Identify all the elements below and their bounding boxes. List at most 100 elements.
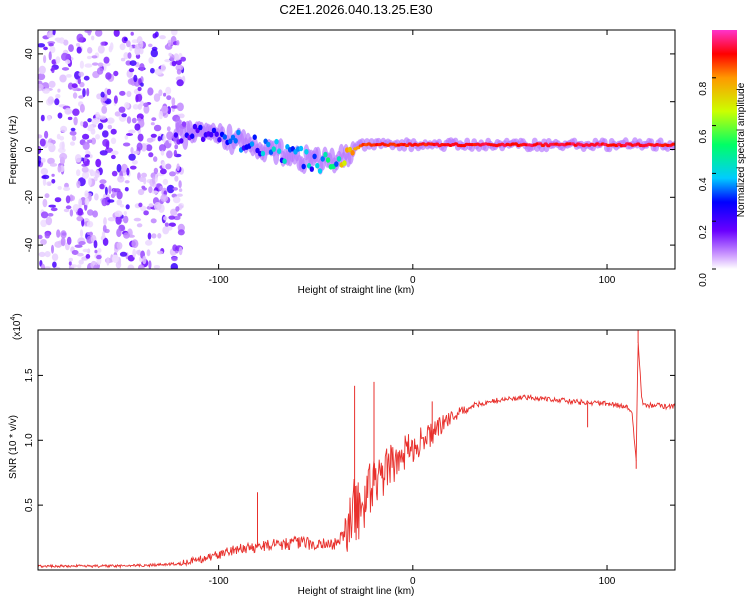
spectrogram-noise-blob [38,146,41,150]
spectrogram-noise-blob [82,121,89,128]
spectrogram-noise-blob [86,221,94,228]
spectrogram-noise-blob [42,177,47,186]
spectrogram-ridge-blob [214,131,219,137]
spectrogram-noise-blob [95,158,102,168]
spectrogram-noise-blob [165,86,172,95]
spectrogram-noise-blob [136,36,143,45]
spectrogram-x-tick-label: 100 [599,275,616,286]
spectrogram-noise-blob [99,183,105,190]
spectrogram-ridge-blob [298,145,304,152]
spectrogram-noise-blob [176,40,180,46]
spectrogram-noise-blob [116,228,122,238]
spectrogram-noise-blob [106,117,115,124]
spectrogram-noise-blob [151,117,157,122]
spectrogram-noise-blob [123,211,128,216]
spectrogram-noise-blob [116,242,123,250]
spectrogram-noise-blob [102,139,110,147]
spectrogram-noise-blob [132,248,137,258]
snr-y-tick-label: 1.5 [24,368,35,382]
spectrogram-noise-blob [116,199,123,206]
spectrogram-noise-blob [74,154,82,163]
spectrogram-noise-blob [95,134,101,140]
spectrogram-halo [226,123,233,140]
spectrogram-noise-blob [113,95,118,104]
spectrogram-noise-blob [70,264,78,268]
spectrogram-noise-blob [40,211,49,219]
spectrogram-noise-blob [162,134,167,144]
spectrogram-noise-blob [99,179,107,184]
spectrogram-noise-blob [167,39,171,47]
spectrogram-noise-blob [73,116,78,126]
spectrogram-noise-blob [134,44,141,50]
spectrogram-noise-blob [40,219,48,228]
spectrogram-noise-blob [108,185,112,195]
spectrogram-noise-blob [82,142,90,150]
spectrogram-noise-blob [148,186,153,194]
spectrogram-noise-blob [82,248,89,253]
spectrogram-noise-blob [70,141,75,146]
spectrogram-noise-blob [77,77,82,85]
spectrogram-ridge-blob [222,134,227,140]
colorbar-tick-label: 0.2 [698,225,709,239]
spectrogram-noise-blob [143,210,149,216]
spectrogram-noise-blob [117,175,125,183]
spectrogram-noise-blob [127,52,132,59]
spectrogram-noise-blob [142,255,147,265]
spectrogram-ridge-blob [233,138,238,144]
spectrogram-noise-blob [94,193,99,201]
spectrogram-ridge-blob [317,168,323,174]
spectrogram-noise-blob [131,239,139,249]
spectrogram-noise-blob [136,117,142,122]
spectrogram-noise-blob [47,213,54,217]
spectrogram-noise-blob [77,252,84,257]
spectrogram-x-tick-label: -100 [209,275,229,286]
spectrogram-noise-blob [140,82,144,87]
spectrogram-ridge-blob [228,138,233,144]
spectrogram-noise-blob [169,171,176,177]
spectrogram-noise-blob [168,215,176,220]
spectrogram-ridge-blob [271,146,276,152]
spectrogram-noise-blob [153,202,162,211]
spectrogram-noise-blob [64,107,72,115]
spectrogram-noise-blob [124,37,128,42]
spectrogram-noise-blob [48,80,56,88]
spectrogram-noise-blob [54,37,62,42]
spectrogram-noise-blob [97,62,104,68]
spectrogram-noise-blob [130,147,134,154]
spectrogram-noise-blob [160,168,167,175]
spectrogram-noise-blob [130,31,134,36]
spectrogram-noise-blob [113,30,120,37]
spectrogram-noise-blob [47,96,54,105]
spectrogram-noise-blob [46,181,52,186]
spectrogram-noise-blob [87,47,93,54]
spectrogram-noise-blob [176,102,184,112]
spectrogram-noise-blob [43,46,48,51]
spectrogram-ridge-blob [336,156,342,162]
spectrogram-noise-blob [133,217,142,222]
spectrogram-noise-blob [140,205,147,212]
spectrogram-noise-blob [163,216,168,221]
spectrogram-ridge-blob [312,153,317,160]
spectrogram-noise-blob [38,134,43,139]
spectrogram-noise-blob [87,124,94,130]
spectrogram-noise-blob [86,55,92,60]
spectrogram-noise-blob [91,55,98,59]
spectrogram-noise-blob [175,64,184,71]
spectrogram-noise-blob [78,241,86,245]
spectrogram-noise-blob [119,90,126,96]
spectrogram-noise-blob [121,113,127,118]
colorbar-tick-label: 0.8 [698,81,709,95]
spectrogram-noise-blob [103,217,107,226]
spectrogram-noise-blob [47,41,56,45]
spectrogram-noise-blob [88,139,93,143]
spectrogram-noise-blob [44,232,50,239]
spectrogram-noise-blob [83,160,90,167]
spectrogram-noise-blob [160,64,166,72]
spectrogram-noise-blob [174,144,179,150]
spectrogram-noise-blob [138,202,143,208]
spectrogram-noise-blob [152,33,158,39]
spectrogram-ridge-blob [671,142,675,146]
spectrogram-noise-blob [157,233,162,239]
spectrogram-noise-blob [105,72,112,80]
spectrogram-noise-blob [101,231,106,240]
